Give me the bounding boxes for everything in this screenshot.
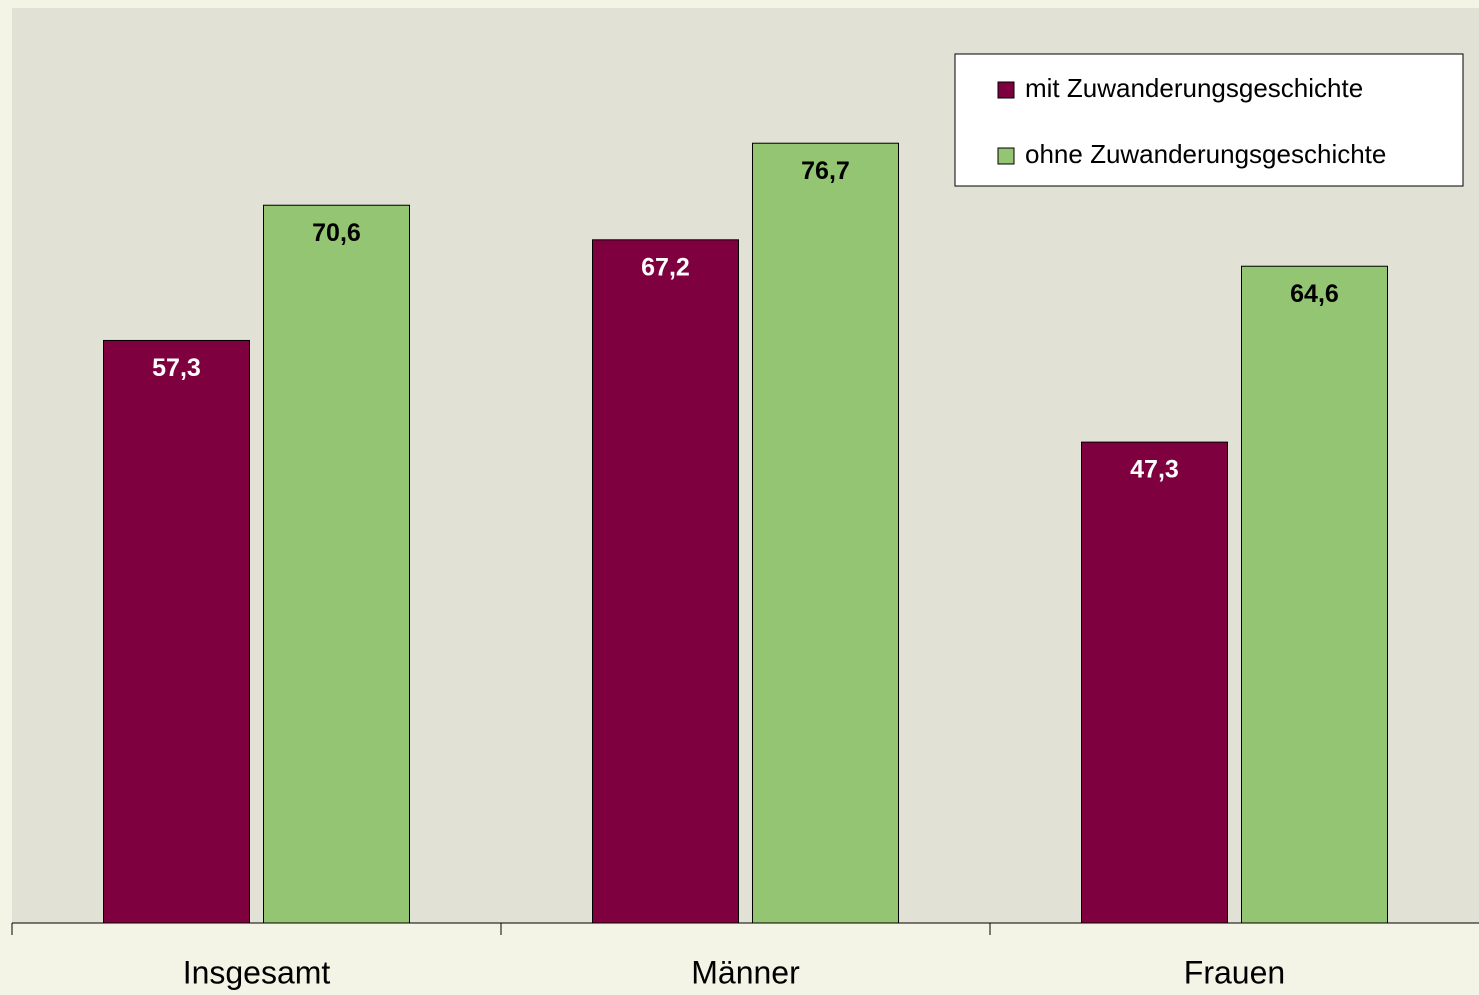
x-tick-label: Männer bbox=[691, 954, 800, 990]
legend-label: mit Zuwanderungsgeschichte bbox=[1025, 73, 1363, 103]
bar bbox=[752, 142, 899, 924]
bar bbox=[592, 239, 739, 924]
value-label: 67,2 bbox=[641, 253, 690, 281]
value-label: 57,3 bbox=[152, 354, 201, 382]
value-label: 76,7 bbox=[801, 157, 850, 185]
x-tick-label: Frauen bbox=[1184, 954, 1285, 990]
value-label: 70,6 bbox=[312, 219, 361, 247]
legend-label: ohne Zuwanderungsgeschichte bbox=[1025, 139, 1386, 169]
legend-box bbox=[954, 53, 1464, 187]
bar bbox=[263, 204, 410, 924]
value-label: 47,3 bbox=[1130, 456, 1179, 484]
x-tick-label: Insgesamt bbox=[183, 954, 331, 990]
legend-swatch bbox=[997, 147, 1015, 165]
legend-swatch bbox=[997, 81, 1015, 99]
bar bbox=[1081, 441, 1228, 924]
bar bbox=[1241, 265, 1388, 924]
bar bbox=[103, 339, 250, 924]
value-label: 64,6 bbox=[1290, 280, 1339, 308]
